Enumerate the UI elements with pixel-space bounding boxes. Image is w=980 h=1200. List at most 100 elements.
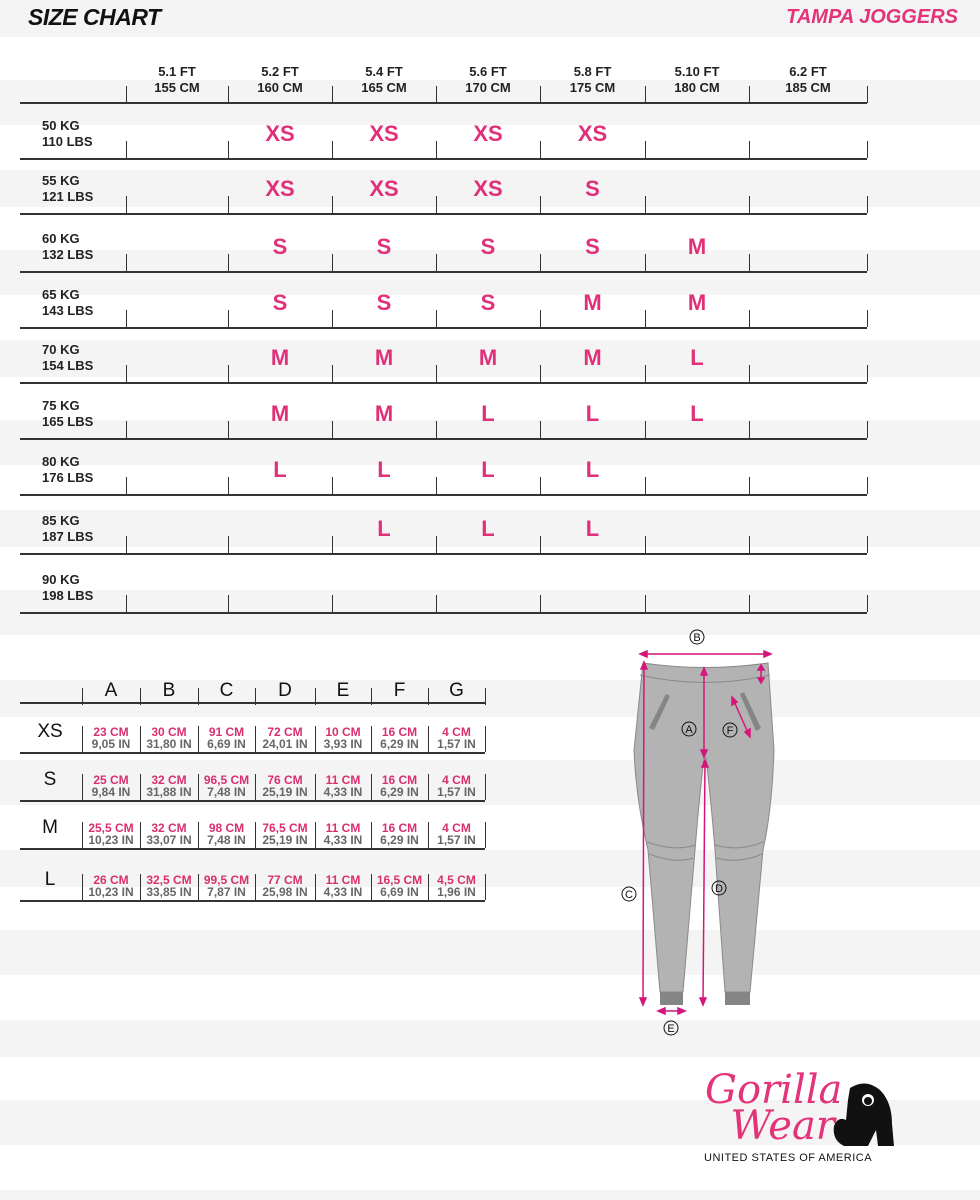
size-cell: M xyxy=(270,401,290,426)
column-tick xyxy=(867,477,868,494)
value-cm: 76,5 CM xyxy=(262,821,308,835)
measure-header: B xyxy=(162,680,176,701)
value-in: 7,48 IN xyxy=(207,785,246,799)
measure-cell: 30 CM 31,80 IN xyxy=(140,726,198,750)
size-cell: S xyxy=(376,234,392,259)
value-cm: 4 CM xyxy=(442,773,471,787)
value-cm: 11 CM xyxy=(325,821,361,835)
column-tick xyxy=(428,774,429,800)
header-divider xyxy=(20,102,867,104)
column-tick xyxy=(867,421,868,438)
row-divider xyxy=(20,158,867,160)
value-in: 3,93 IN xyxy=(323,737,363,751)
value-in: 25,19 IN xyxy=(262,785,308,799)
measure-label-circle xyxy=(681,721,697,737)
measure-cell: 98 CM 7,48 IN xyxy=(198,822,256,846)
column-tick xyxy=(436,254,437,271)
column-header: 5.2 FT 160 CM xyxy=(230,64,330,96)
value-cm: 11 CM xyxy=(325,773,361,787)
column-tick xyxy=(126,421,127,438)
value-cm: 32 CM xyxy=(151,821,187,835)
column-tick xyxy=(645,196,646,213)
column-tick xyxy=(436,196,437,213)
size-cell: S xyxy=(585,176,600,201)
size-cell: XS xyxy=(369,176,399,201)
column-tick xyxy=(228,254,229,271)
column-tick xyxy=(228,595,229,612)
measure-size-label: L xyxy=(44,869,56,890)
measure-label-circle xyxy=(621,886,637,902)
measure-label: F xyxy=(727,725,734,737)
measure-header: G xyxy=(449,680,464,701)
column-tick xyxy=(332,141,333,158)
column-tick xyxy=(82,874,83,900)
value-cm: 77 CM xyxy=(267,873,303,887)
measure-row-divider xyxy=(20,752,485,754)
size-cell: M xyxy=(270,345,290,370)
column-tick xyxy=(540,141,541,158)
weight-lbs: 187 LBS xyxy=(42,529,94,544)
column-header: 5.6 FT 170 CM xyxy=(438,64,538,96)
size-cell: L xyxy=(481,516,495,541)
value-cm: 25,5 CM xyxy=(88,821,134,835)
row-divider xyxy=(20,494,867,496)
measure-label: D xyxy=(715,883,723,895)
column-tick xyxy=(645,86,646,103)
column-tick xyxy=(140,774,141,800)
column-tick xyxy=(645,365,646,382)
measure-cell: 76 CM 25,19 IN xyxy=(256,774,314,798)
height-ft: 5.8 FT xyxy=(573,64,612,79)
measure-cell: 16 CM 6,29 IN xyxy=(371,822,429,846)
column-tick xyxy=(228,141,229,158)
column-tick xyxy=(540,86,541,103)
size-cell: M xyxy=(583,290,602,315)
column-tick xyxy=(485,822,486,848)
column-tick xyxy=(315,822,316,848)
column-tick xyxy=(198,688,199,705)
measure-label: A xyxy=(685,724,693,736)
weight-lbs: 110 LBS xyxy=(42,134,93,149)
value-in: 1,57 IN xyxy=(437,785,476,799)
value-in: 1,57 IN xyxy=(437,833,476,847)
measure-row-divider xyxy=(20,800,485,802)
row-weight-label: 85 KG 187 LBS xyxy=(42,513,93,545)
column-tick xyxy=(140,726,141,752)
height-cm: 175 CM xyxy=(569,80,616,95)
size-cell: L xyxy=(377,516,391,541)
row-weight-label: 65 KG 143 LBS xyxy=(42,287,93,319)
column-tick xyxy=(645,421,646,438)
column-header: 6.2 FT 185 CM xyxy=(758,64,858,96)
value-cm: 98 CM xyxy=(208,821,245,835)
measure-row-divider xyxy=(20,900,485,902)
column-tick xyxy=(867,141,868,158)
column-tick xyxy=(749,365,750,382)
measure-label: C xyxy=(625,889,633,901)
column-tick xyxy=(228,536,229,553)
value-in: 7,87 IN xyxy=(207,885,246,899)
measure-cell: 16 CM 6,29 IN xyxy=(371,726,429,750)
size-cell: M xyxy=(687,290,707,315)
column-header: 5.1 FT 155 CM xyxy=(127,64,227,96)
measure-row-divider xyxy=(20,848,485,850)
measure-cell: 32,5 CM 33,85 IN xyxy=(140,874,198,898)
weight-lbs: 198 LBS xyxy=(42,588,94,603)
size-cell: XS xyxy=(369,121,399,146)
column-tick xyxy=(82,822,83,848)
measure-cell: 25,5 CM 10,23 IN xyxy=(82,822,140,846)
row-divider xyxy=(20,327,867,329)
measure-size-label: M xyxy=(42,817,58,838)
size-cell: XS xyxy=(577,121,608,146)
measure-label: E xyxy=(667,1023,674,1035)
column-tick xyxy=(315,726,316,752)
size-cell: L xyxy=(585,457,600,482)
column-tick xyxy=(485,874,486,900)
height-ft: 5.10 FT xyxy=(674,64,720,79)
column-tick xyxy=(371,726,372,752)
size-cell: XS xyxy=(265,176,295,201)
measure-cell: 77 CM 25,98 IN xyxy=(256,874,314,898)
value-in: 25,98 IN xyxy=(262,885,308,899)
size-cell: XS xyxy=(473,121,503,146)
measure-arrows xyxy=(638,649,773,1016)
weight-lbs: 132 LBS xyxy=(42,247,94,262)
size-cell: L xyxy=(585,516,600,541)
